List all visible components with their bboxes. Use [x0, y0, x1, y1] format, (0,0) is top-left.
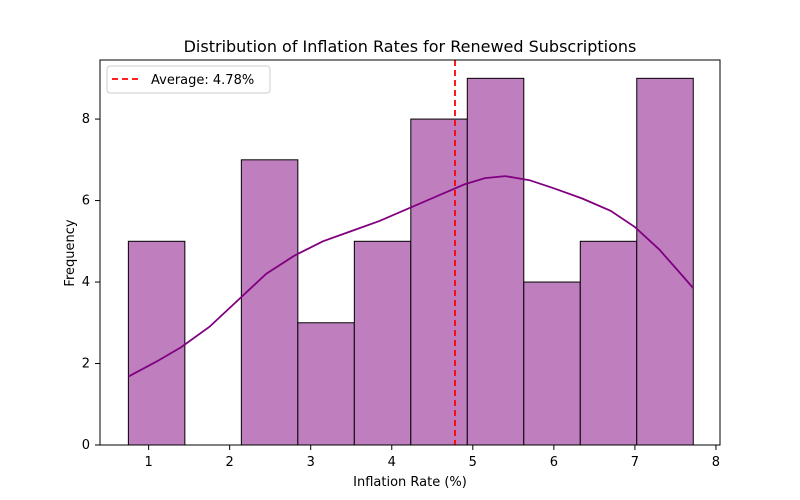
legend: Average: 4.78%: [106, 65, 271, 94]
x-tick-label: 7: [631, 455, 639, 470]
x-tick-label: 6: [550, 455, 558, 470]
histogram-bar-7: [466, 77, 525, 446]
x-tick-label: 4: [388, 455, 396, 470]
y-tick-label: 4: [82, 275, 90, 290]
histogram-bar-4: [297, 322, 355, 446]
y-tick-label: 8: [82, 112, 90, 127]
histogram-bar-9: [579, 240, 638, 446]
y-axis-ticks: 0 2 4 6 8: [82, 112, 100, 453]
histogram-bar-6: [410, 118, 468, 446]
chart-title: Distribution of Inflation Rates for Rene…: [184, 37, 637, 56]
plot-area: [127, 60, 694, 446]
histogram-bar-5: [353, 240, 412, 446]
plot-frame: [99, 59, 721, 446]
x-tick-label: 1: [144, 455, 152, 470]
kde-curve: [127, 175, 694, 378]
histogram-bar-8: [523, 281, 581, 446]
histogram-bar-1: [127, 240, 186, 446]
x-tick-label: 3: [307, 455, 315, 470]
legend-average-label: Average: 4.78%: [151, 73, 254, 88]
x-axis-ticks: 1 2 3 4 5 6 7 8: [144, 445, 720, 470]
histogram-bar-3: [240, 159, 299, 446]
legend-box: [106, 65, 271, 94]
y-tick-label: 6: [82, 194, 90, 209]
y-tick-label: 0: [82, 438, 90, 453]
histogram-bar-10: [636, 77, 694, 446]
x-axis-label: Inflation Rate (%): [353, 475, 467, 490]
y-tick-label: 2: [82, 357, 90, 372]
x-tick-label: 5: [469, 455, 477, 470]
x-tick-label: 8: [712, 455, 720, 470]
histogram-bars: [127, 77, 694, 446]
y-axis-label: Frequency: [63, 219, 78, 286]
x-tick-label: 2: [226, 455, 234, 470]
